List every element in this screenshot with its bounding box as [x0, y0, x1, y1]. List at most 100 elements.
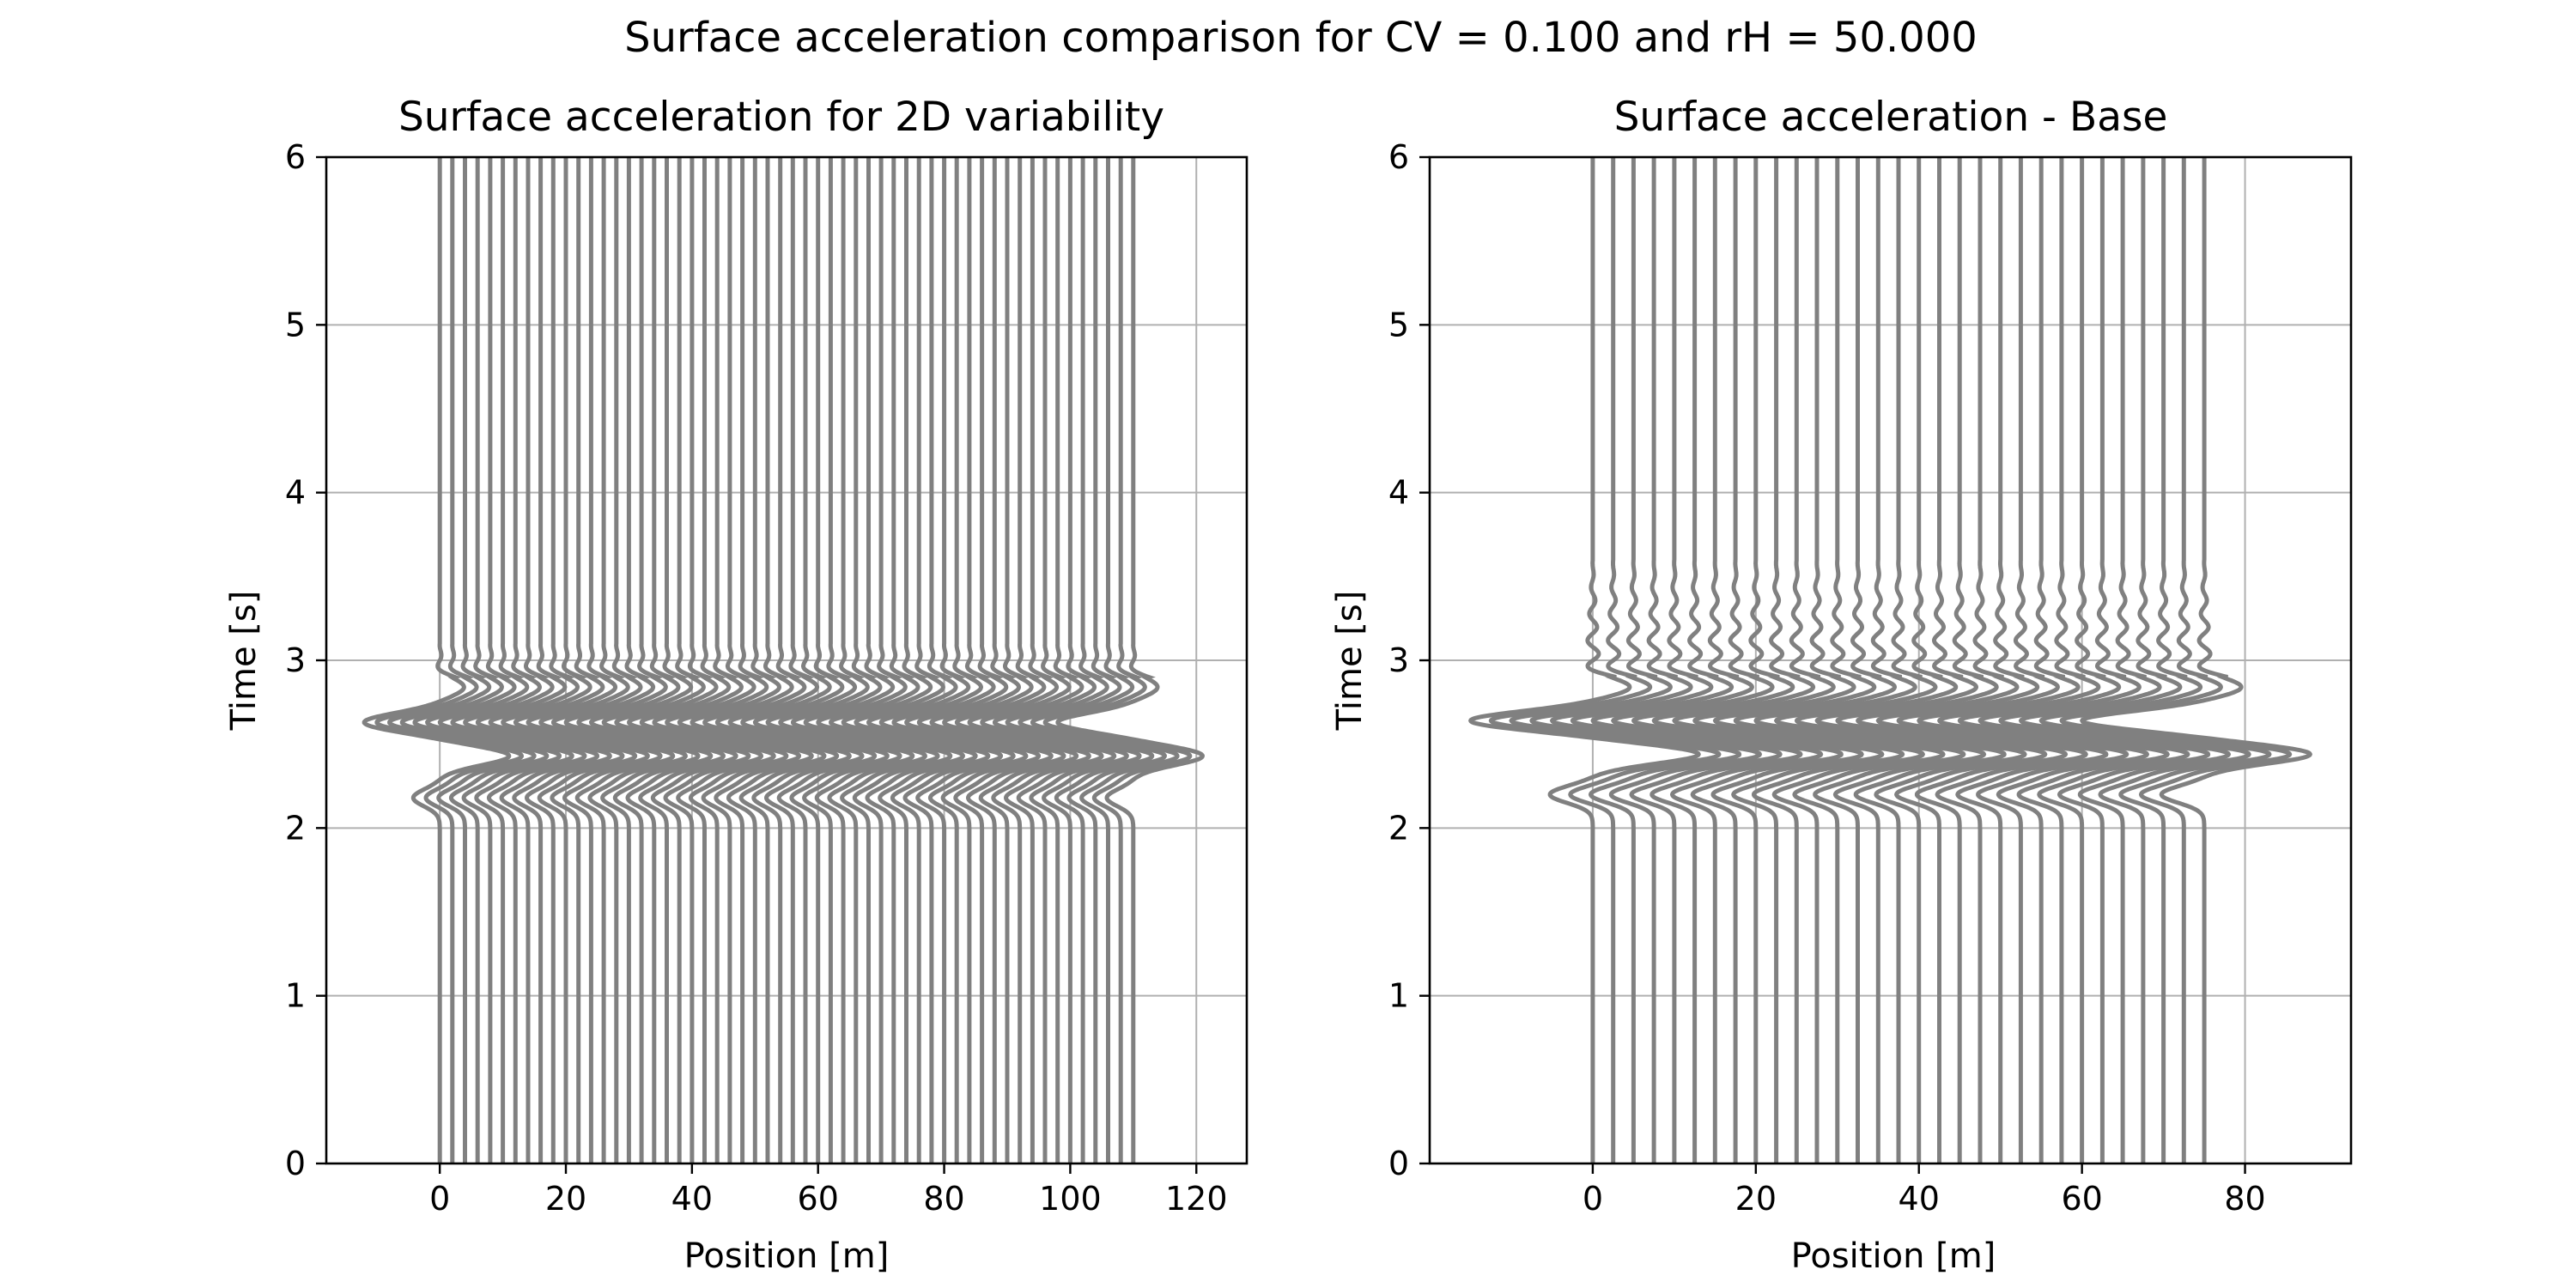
plot-right-trace — [1773, 157, 2007, 1163]
plot-left-trace — [488, 157, 638, 1163]
plot-right-ytick-label: 4 — [1388, 474, 1409, 512]
plot-left-ytick-label: 5 — [285, 306, 306, 343]
plot-left-trace — [463, 157, 612, 1163]
plot-left-trace — [993, 157, 1142, 1163]
plot-right-trace — [1957, 157, 2190, 1163]
plot-left-trace — [752, 157, 902, 1163]
plot-right-trace — [1549, 157, 1783, 1163]
plot-right-trace — [1712, 157, 1946, 1163]
plot-left-trace — [412, 157, 562, 1163]
plot-right-trace — [1631, 157, 1864, 1163]
plot-right-trace — [1998, 157, 2232, 1163]
plot-left-trace — [803, 157, 953, 1163]
plot-left-trace — [1055, 157, 1205, 1163]
plot-left-trace — [627, 157, 776, 1163]
plot-right-trace — [1509, 157, 1742, 1163]
plot-left-trace — [1018, 157, 1167, 1163]
plot-right-traces — [1467, 157, 2313, 1163]
plot-left-trace — [665, 157, 814, 1163]
plot-left-trace — [437, 157, 587, 1163]
plot-right-xtick-label: 40 — [1899, 1180, 1940, 1218]
plot-right-trace — [1835, 157, 2069, 1163]
plot-left-trace — [652, 157, 801, 1163]
plot-right-trace — [1917, 157, 2150, 1163]
plot-left-trace — [551, 157, 701, 1163]
plot-left-trace — [501, 157, 650, 1163]
plot-right-trace — [2018, 157, 2251, 1163]
plot-left-trace — [702, 157, 852, 1163]
plot-right-trace — [1733, 157, 1966, 1163]
plot-left-trace — [538, 157, 688, 1163]
plot-right-xtick-label: 0 — [1583, 1180, 1603, 1218]
plot-left-xtick-label: 0 — [429, 1180, 450, 1218]
plot-left-ylabel: Time [s] — [224, 591, 264, 732]
plot-left-trace — [765, 157, 915, 1163]
plot-right-trace — [1753, 157, 1987, 1163]
plot-right-trace — [1855, 157, 2088, 1163]
plot-left-trace — [563, 157, 714, 1163]
plot-right-trace — [1529, 157, 1763, 1163]
plot-left-trace — [866, 157, 1016, 1163]
plot-left-xlabel: Position [m] — [684, 1236, 890, 1276]
plot-right-ytick-label: 6 — [1388, 138, 1409, 176]
plot-left-ytick-label: 4 — [285, 474, 306, 512]
plot-right-trace — [2059, 157, 2293, 1163]
plot-left-trace — [929, 157, 1079, 1163]
plot-right-ytick-label: 0 — [1388, 1145, 1409, 1182]
plot-right-trace — [1936, 157, 2170, 1163]
plot-right-trace — [1794, 157, 2027, 1163]
plot-left-ytick-label: 0 — [285, 1145, 306, 1182]
plot-left-trace — [878, 157, 1029, 1163]
plot-right-ytick-label: 3 — [1388, 641, 1409, 679]
plot-right-trace — [1610, 157, 1844, 1163]
figure-suptitle: Surface acceleration comparison for CV =… — [624, 14, 1978, 62]
plot-left-trace — [374, 157, 525, 1163]
plot-right-trace — [1814, 157, 2048, 1163]
plot-left-trace — [841, 157, 991, 1163]
plot-right-xtick-label: 20 — [1735, 1180, 1777, 1218]
plot-left-trace — [829, 157, 978, 1163]
plot-left-trace — [475, 157, 625, 1163]
plot-left-trace — [601, 157, 751, 1163]
plot-left-trace — [854, 157, 1003, 1163]
plot-left-xtick-label: 120 — [1165, 1180, 1228, 1218]
plot-left-trace — [1042, 157, 1193, 1163]
plot-left-title: Surface acceleration for 2D variability — [398, 94, 1164, 141]
plot-right-ylabel: Time [s] — [1330, 591, 1370, 732]
plot-left-trace — [967, 157, 1117, 1163]
plot-right-xtick-label: 80 — [2224, 1180, 2265, 1218]
plot-right-ytick-label: 1 — [1388, 977, 1409, 1015]
plot-left-trace — [778, 157, 927, 1163]
plot-left-trace — [714, 157, 865, 1163]
plot-right-xlabel: Position [m] — [1791, 1236, 1996, 1276]
plot-left-traces — [361, 157, 1205, 1163]
plot-right-trace — [1467, 157, 1701, 1163]
plot-left-ticks: 0 20 40 60 80 100 120 0 1 2 3 4 5 6 — [285, 138, 1228, 1218]
plot-left-trace — [980, 157, 1129, 1163]
plot-left-trace — [1005, 157, 1155, 1163]
plot-left-trace — [942, 157, 1091, 1163]
plot-right-ytick-label: 2 — [1388, 809, 1409, 847]
plot-left-trace — [576, 157, 726, 1163]
plot-right-title: Surface acceleration - Base — [1614, 94, 2168, 141]
plot-left-trace — [361, 157, 512, 1163]
plot-right-trace — [1875, 157, 2109, 1163]
plot-left-trace — [916, 157, 1066, 1163]
plot-left-trace — [387, 157, 537, 1163]
plot-left-trace — [690, 157, 840, 1163]
plot-left-trace — [727, 157, 878, 1163]
plot-left-trace — [588, 157, 738, 1163]
plot-right-trace — [1978, 157, 2211, 1163]
plot-left-xtick-label: 60 — [798, 1180, 839, 1218]
plot-left-trace — [677, 157, 827, 1163]
plot-right-ticks: 0 20 40 60 80 0 1 2 3 4 5 6 — [1388, 138, 2266, 1218]
plot-right: Surface acceleration - Base 0 20 40 60 80 0 1 2… — [1330, 94, 2353, 1276]
plot-right-trace — [1692, 157, 1926, 1163]
plot-left-ytick-label: 3 — [285, 641, 306, 679]
plot-left: Surface acceleration for 2D variability … — [224, 94, 1249, 1276]
plot-left-trace — [513, 157, 663, 1163]
plot-right-trace — [1590, 157, 1824, 1163]
plot-right-trace — [1651, 157, 1885, 1163]
